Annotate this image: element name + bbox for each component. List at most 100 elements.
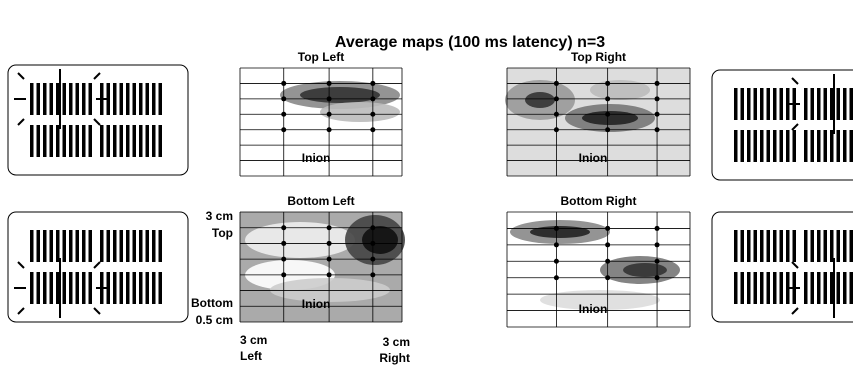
grating-bar: [146, 83, 150, 115]
panel-title: Top Left: [298, 50, 344, 64]
grating-bar: [747, 88, 751, 120]
activity-blob: [590, 80, 650, 100]
electrode: [327, 127, 332, 132]
grating-bar: [50, 125, 54, 157]
grating-bar: [146, 272, 150, 304]
electrode: [655, 275, 660, 280]
grating-bar: [126, 125, 130, 157]
grating-bar: [50, 272, 54, 304]
electrode: [370, 257, 375, 262]
electrode: [554, 127, 559, 132]
activity-blob: [525, 92, 555, 108]
grating-bar: [89, 125, 93, 157]
grating-bar: [113, 125, 117, 157]
grating-bar: [152, 230, 156, 262]
grating-bar: [850, 230, 853, 262]
grating-bar: [830, 230, 834, 262]
grating-bar: [139, 125, 143, 157]
activity-blob: [320, 102, 400, 122]
grating-bar: [113, 230, 117, 262]
grating-bar: [76, 83, 80, 115]
grating-bar: [120, 230, 124, 262]
grating-bar: [30, 272, 34, 304]
grating-bar: [830, 88, 834, 120]
grating-bar: [139, 272, 143, 304]
grating-bar: [37, 83, 41, 115]
grating-bar: [76, 230, 80, 262]
grating-bar: [63, 125, 67, 157]
grating-bar: [113, 272, 117, 304]
grating-bar: [107, 83, 111, 115]
grating-bar: [824, 88, 828, 120]
electrode: [554, 81, 559, 86]
grating-bar: [100, 230, 104, 262]
axis-label: Right: [379, 351, 410, 365]
grating-bar: [82, 272, 86, 304]
grating-bar: [754, 272, 758, 304]
grating-bar: [760, 130, 764, 162]
grating-bar: [37, 272, 41, 304]
grating-bar: [133, 272, 137, 304]
electrode: [605, 127, 610, 132]
grating-bar: [30, 125, 34, 157]
stimulus-frame: [712, 212, 853, 322]
inion-label: Inion: [302, 151, 331, 165]
electrode: [370, 225, 375, 230]
electrode: [605, 242, 610, 247]
grating-bar: [843, 230, 847, 262]
grating-bar: [811, 88, 815, 120]
activity-blob: [362, 226, 398, 254]
electrode: [655, 112, 660, 117]
electrode: [370, 96, 375, 101]
grating-bar: [43, 83, 47, 115]
grating-bar: [82, 125, 86, 157]
grating-bar: [830, 130, 834, 162]
grating-bar: [754, 88, 758, 120]
electrode: [327, 225, 332, 230]
grating-bar: [152, 272, 156, 304]
grating-bar: [133, 125, 137, 157]
grating-bar: [817, 272, 821, 304]
electrode: [370, 127, 375, 132]
grating-bar: [159, 230, 163, 262]
grating-bar: [120, 125, 124, 157]
grating-bar: [159, 83, 163, 115]
grating-bar: [754, 130, 758, 162]
grating-bar: [146, 125, 150, 157]
electrode: [655, 127, 660, 132]
grating-bar: [747, 272, 751, 304]
grating-bar: [159, 272, 163, 304]
grating-bar: [824, 272, 828, 304]
electrode: [605, 96, 610, 101]
grating-bar: [817, 88, 821, 120]
grating-bar: [804, 230, 808, 262]
grating-bar: [50, 230, 54, 262]
electrode: [605, 81, 610, 86]
grating-bar: [767, 88, 771, 120]
activity-blob: [300, 87, 380, 103]
grating-bar: [811, 130, 815, 162]
electrode: [655, 226, 660, 231]
grating-bar: [107, 125, 111, 157]
stimulus-frame: [8, 65, 188, 175]
grating-bar: [843, 272, 847, 304]
grating-bar: [37, 125, 41, 157]
grating-bar: [747, 230, 751, 262]
axis-label: 3 cm: [206, 209, 233, 223]
electrode: [370, 241, 375, 246]
grating-bar: [843, 88, 847, 120]
grating-bar: [760, 88, 764, 120]
grating-bar: [69, 230, 73, 262]
grating-bar: [804, 130, 808, 162]
grating-bar: [786, 130, 790, 162]
grating-bar: [780, 272, 784, 304]
grating-bar: [780, 230, 784, 262]
electrode: [655, 96, 660, 101]
electrode: [281, 127, 286, 132]
axis-label: 3 cm: [240, 333, 267, 347]
grating-bar: [741, 272, 745, 304]
grating-bar: [773, 88, 777, 120]
axis-label: 0.5 cm: [196, 313, 233, 327]
grating-bar: [817, 230, 821, 262]
electrode: [370, 272, 375, 277]
